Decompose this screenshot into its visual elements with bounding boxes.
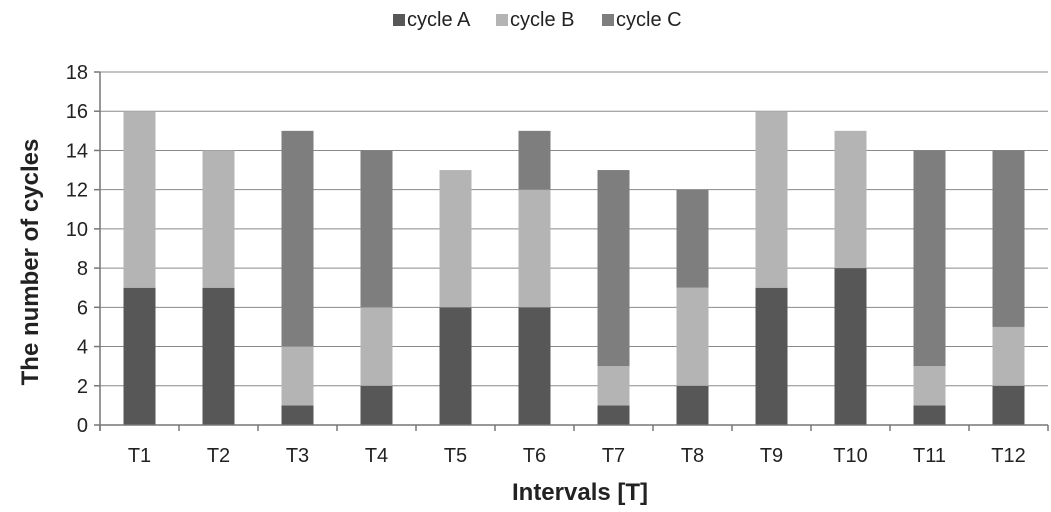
x-tick-label: T7 xyxy=(602,445,625,467)
bar-segment-cycle-a xyxy=(281,405,314,425)
legend-label: cycle B xyxy=(510,9,574,31)
bar-segment-cycle-b xyxy=(755,111,788,288)
x-tick-label: T1 xyxy=(128,445,151,467)
bar-segment-cycle-b xyxy=(834,130,867,269)
bar-segment-cycle-b xyxy=(123,111,156,288)
x-tick-label: T3 xyxy=(286,445,309,467)
legend-swatch xyxy=(602,14,614,26)
y-tick-label: 14 xyxy=(66,140,88,162)
bar-segment-cycle-a xyxy=(123,287,156,425)
gridlines xyxy=(100,71,1048,387)
bar-segment-cycle-a xyxy=(676,385,709,425)
x-tick-label: T9 xyxy=(760,445,783,467)
legend-label: cycle A xyxy=(407,9,471,31)
x-axis-label: Intervals [T] xyxy=(512,479,648,506)
bars xyxy=(123,111,1025,425)
bar-segment-cycle-a xyxy=(518,307,551,425)
bar-segment-cycle-c xyxy=(676,189,709,288)
bar-segment-cycle-a xyxy=(439,307,472,425)
bar-segment-cycle-b xyxy=(913,366,946,406)
x-tick-label: T6 xyxy=(523,445,546,467)
y-tick-label: 4 xyxy=(77,337,88,359)
bar-segment-cycle-a xyxy=(597,405,630,425)
y-tick-label: 16 xyxy=(66,101,88,123)
legend-swatch xyxy=(393,14,405,26)
bar-segment-cycle-b xyxy=(360,307,393,386)
y-tick-labels: 0 2 4 6 8 10 12 14 16 18 xyxy=(66,62,88,437)
legend: cycle A cycle B cycle C xyxy=(393,9,682,31)
y-tick-label: 10 xyxy=(66,219,88,241)
bar-segment-cycle-a xyxy=(202,287,235,425)
bar-segment-cycle-c xyxy=(518,130,551,190)
x-tick-labels: T1 T2 T3 T4 T5 T6 T7 T8 T9 T10 T11 T12 xyxy=(128,445,1026,467)
x-tick-label: T10 xyxy=(833,445,867,467)
bar-segment-cycle-a xyxy=(360,385,393,425)
x-tick-label: T2 xyxy=(207,445,230,467)
legend-swatch xyxy=(496,14,508,26)
bar-segment-cycle-b xyxy=(518,189,551,308)
x-tick-label: T11 xyxy=(913,445,946,467)
bar-segment-cycle-b xyxy=(992,326,1025,386)
x-tick-label: T12 xyxy=(991,445,1025,467)
y-tick-label: 6 xyxy=(77,297,88,319)
y-tick-label: 18 xyxy=(66,62,88,84)
y-axis-label: The number of cycles xyxy=(17,139,44,386)
bar-segment-cycle-c xyxy=(360,150,393,308)
y-tick-label: 0 xyxy=(77,415,88,437)
bar-segment-cycle-b xyxy=(281,346,314,406)
y-tick-label: 8 xyxy=(77,258,88,280)
y-tick-label: 12 xyxy=(66,180,88,202)
bar-segment-cycle-a xyxy=(834,268,867,425)
bar-segment-cycle-c xyxy=(281,130,314,347)
bar-segment-cycle-c xyxy=(913,150,946,367)
bar-segment-cycle-a xyxy=(913,405,946,425)
bar-segment-cycle-b xyxy=(439,170,472,308)
y-tick-label: 2 xyxy=(77,376,88,398)
bar-segment-cycle-a xyxy=(755,287,788,425)
bar-segment-cycle-c xyxy=(597,170,630,367)
x-tick-label: T4 xyxy=(365,445,388,467)
axes xyxy=(94,71,1049,431)
bar-segment-cycle-a xyxy=(992,385,1025,425)
bar-segment-cycle-b xyxy=(676,287,709,386)
bar-segment-cycle-c xyxy=(992,150,1025,327)
bar-segment-cycle-b xyxy=(597,366,630,406)
bar-segment-cycle-b xyxy=(202,150,235,288)
legend-label: cycle C xyxy=(616,9,682,31)
x-tick-label: T8 xyxy=(681,445,704,467)
x-tick-label: T5 xyxy=(444,445,467,467)
